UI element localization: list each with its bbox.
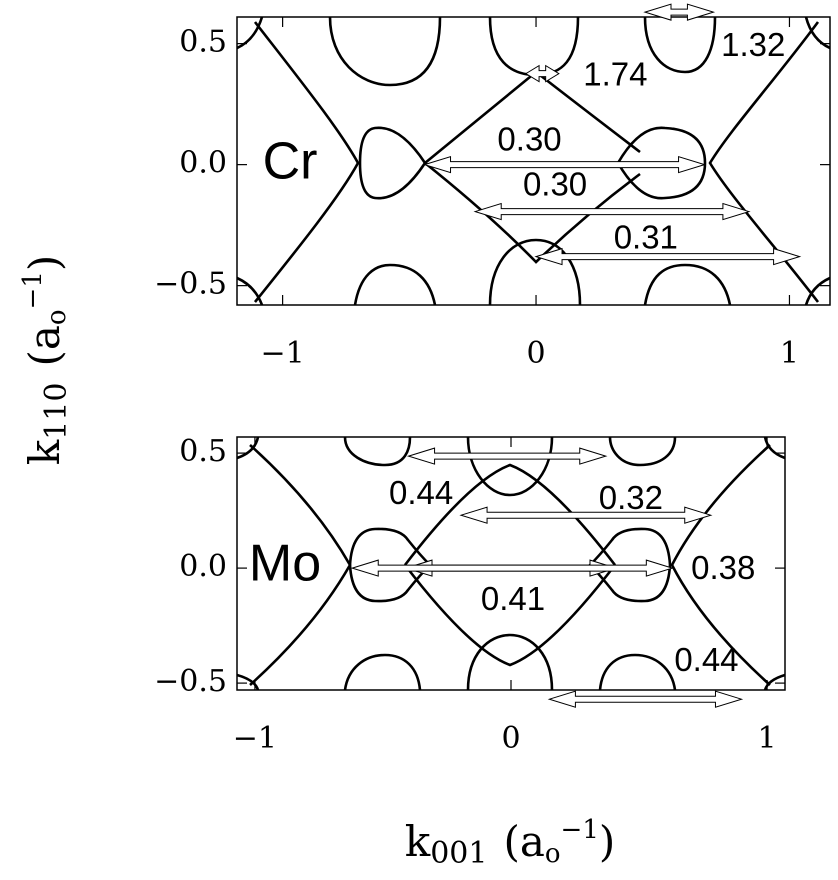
x-tick-label: −1 <box>260 336 304 371</box>
y-tick-label: 0.0 <box>179 146 227 181</box>
nesting-label: 0.32 <box>599 479 663 516</box>
panel-label: Cr <box>263 133 318 191</box>
nesting-label: 0.30 <box>497 120 561 157</box>
nesting-arrow <box>406 447 608 465</box>
y-tick-label: 0.5 <box>179 434 227 469</box>
nesting-arrow <box>459 506 713 524</box>
nesting-label: 0.41 <box>481 580 545 617</box>
y-label-symbol: k <box>20 439 69 465</box>
x-label-unit: (a <box>503 817 544 866</box>
y-label-unit: (a <box>20 325 69 366</box>
nesting-arrow <box>350 559 675 577</box>
x-label-symbol: k <box>405 817 431 866</box>
plot-frame <box>236 16 831 306</box>
y-tick-label: −0.5 <box>154 664 227 699</box>
nesting-label: 0.38 <box>691 549 755 586</box>
x-tick-label: 1 <box>780 336 799 371</box>
nesting-label: 0.44 <box>389 474 453 511</box>
nesting-label: 0.31 <box>614 218 678 255</box>
nesting-label: 0.44 <box>674 641 738 678</box>
y-label-sub: 110 <box>39 383 74 440</box>
x-tick-label: 0 <box>501 721 520 756</box>
x-label-unit-sup: −1 <box>561 815 599 845</box>
nesting-arrow <box>643 3 716 21</box>
y-axis-label: k110 (ao−1) <box>18 255 74 466</box>
x-label-sub: 001 <box>430 836 487 871</box>
panel-label: Mo <box>249 535 321 593</box>
x-label-close: ) <box>599 817 615 866</box>
nesting-arrow <box>534 247 802 266</box>
y-tick-label: 0.0 <box>179 549 227 584</box>
nesting-label: 1.32 <box>721 26 785 63</box>
fermi-contours-cr <box>236 16 831 306</box>
y-tick-label: 0.5 <box>179 25 227 60</box>
x-tick-label: −1 <box>233 721 277 756</box>
nesting-arrow <box>422 155 707 174</box>
x-axis-label: k001 (ao−1) <box>405 815 616 871</box>
y-label-unit-sup: −1 <box>18 271 48 309</box>
x-tick-label: 1 <box>758 721 777 756</box>
nesting-label: 0.30 <box>523 165 587 202</box>
x-label-unit-sub: o <box>545 839 561 869</box>
y-label-unit-sub: o <box>42 309 72 325</box>
y-label-close: ) <box>20 255 69 271</box>
nesting-label: 1.74 <box>583 55 647 92</box>
nesting-arrow <box>547 690 744 708</box>
y-tick-label: −0.5 <box>154 267 227 302</box>
fermi-contours-mo <box>236 436 786 691</box>
nesting-arrow <box>524 64 560 83</box>
x-tick-label: 0 <box>526 336 545 371</box>
nesting-arrow <box>473 202 751 221</box>
